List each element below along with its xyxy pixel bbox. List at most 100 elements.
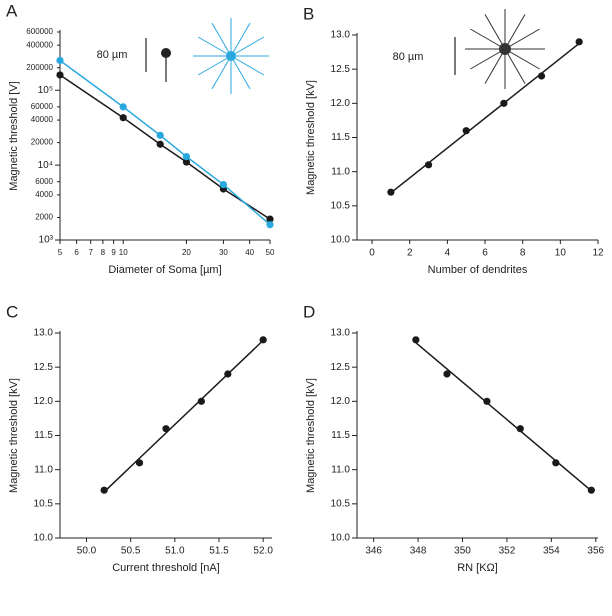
data-point (537, 72, 546, 80)
dendrite (197, 55, 232, 76)
data-point (156, 131, 164, 139)
x-tick-label: 346 (365, 546, 382, 557)
x-axis-label: RN [KΩ] (457, 562, 498, 574)
data-point (119, 103, 127, 111)
y-tick-label: 10⁴ (38, 160, 53, 171)
x-axis-label: Diameter of Soma [µm] (108, 264, 221, 276)
x-tick-label: 8 (101, 248, 106, 257)
data-point (56, 71, 64, 79)
y-tick-label: 10.5 (331, 498, 351, 509)
y-tick-label: 6000 (35, 177, 53, 186)
dendrite (230, 55, 265, 76)
data-point (197, 397, 205, 405)
x-tick-label: 52.0 (253, 546, 273, 557)
data-point (412, 336, 420, 344)
y-tick-label: 10.0 (34, 533, 54, 544)
data-point (219, 180, 228, 189)
x-tick-label: 51.0 (165, 546, 185, 557)
x-tick-label: 350 (454, 546, 471, 557)
scale-label: 80 µm (97, 49, 128, 61)
data-point (587, 486, 595, 494)
data-point (266, 221, 274, 229)
dendrite-icon (193, 18, 269, 94)
data-point (156, 140, 164, 148)
y-tick-label: 13.0 (331, 328, 351, 339)
data-point (119, 114, 127, 122)
y-tick-label: 10.5 (34, 498, 54, 509)
x-axis-label: Number of dendrites (428, 264, 528, 276)
series-line (59, 59, 271, 226)
y-tick-label: 10.5 (331, 200, 351, 211)
x-axis-label: Current threshold [nA] (112, 562, 220, 574)
dendrite-icon (465, 9, 545, 89)
dendrite (470, 48, 506, 70)
panel-label: C (6, 302, 18, 321)
fit-line (415, 342, 592, 492)
x-tick-label: 8 (520, 248, 526, 259)
dendrite (484, 48, 506, 84)
x-tick-label: 51.5 (209, 546, 229, 557)
data-point (462, 127, 470, 135)
data-point (182, 158, 191, 166)
x-tick-label: 5 (58, 248, 63, 257)
dendrite (504, 14, 526, 50)
y-tick-label: 600000 (26, 27, 53, 36)
x-tick-label: 50.5 (121, 546, 141, 557)
series-line (59, 74, 271, 220)
y-tick-label: 13.0 (331, 30, 351, 41)
y-tick-label: 20000 (31, 138, 54, 147)
data-point (387, 188, 395, 196)
y-tick-label: 60000 (31, 102, 54, 111)
x-tick-label: 10 (119, 248, 128, 257)
x-tick-label: 6 (74, 248, 79, 257)
soma (226, 51, 236, 61)
data-point (266, 215, 274, 223)
x-tick-label: 50.0 (77, 546, 97, 557)
y-axis-label: Magnetic threshold [kV] (305, 80, 317, 195)
x-tick-label: 30 (219, 248, 228, 257)
dendrite (470, 28, 506, 50)
dendrite (230, 36, 265, 57)
soma-icon (145, 38, 171, 82)
x-tick-label: 9 (111, 248, 116, 257)
x-tick-label: 10 (555, 248, 567, 259)
data-point (552, 459, 560, 467)
x-tick-label: 0 (369, 248, 375, 259)
y-tick-label: 12.0 (34, 396, 54, 407)
y-tick-label: 200000 (26, 63, 53, 72)
y-tick-label: 10.0 (331, 533, 351, 544)
dendrite (504, 28, 540, 50)
data-point (224, 370, 232, 378)
data-point (483, 397, 491, 405)
x-tick-label: 356 (587, 546, 604, 557)
y-axis-label: Magnetic threshold [kV] (305, 378, 317, 493)
data-point (182, 152, 191, 161)
y-tick-label: 40000 (31, 115, 54, 124)
data-point (259, 336, 267, 344)
x-tick-label: 348 (410, 546, 427, 557)
fit-line (390, 42, 580, 194)
data-point (424, 161, 433, 169)
x-tick-label: 6 (482, 248, 488, 259)
y-tick-label: 11.0 (34, 464, 53, 475)
x-tick-label: 7 (88, 248, 93, 257)
x-tick-label: 2 (407, 248, 413, 259)
data-point (575, 38, 583, 46)
y-tick-label: 12.5 (331, 64, 351, 75)
data-point (162, 425, 170, 433)
y-tick-label: 400000 (26, 40, 53, 49)
data-point (135, 459, 144, 467)
y-tick-label: 13.0 (34, 328, 54, 339)
y-axis-label: Magnetic threshold [kV] (8, 378, 20, 493)
x-tick-label: 40 (245, 248, 254, 257)
x-tick-label: 4 (445, 248, 451, 259)
y-tick-label: 12.5 (331, 362, 351, 373)
y-tick-label: 10³ (39, 235, 54, 246)
y-tick-label: 4000 (35, 190, 53, 199)
soma (499, 43, 511, 55)
y-tick-label: 11.5 (331, 132, 350, 143)
y-tick-label: 12.0 (331, 396, 351, 407)
data-point (100, 486, 108, 494)
x-tick-label: 352 (499, 546, 516, 557)
